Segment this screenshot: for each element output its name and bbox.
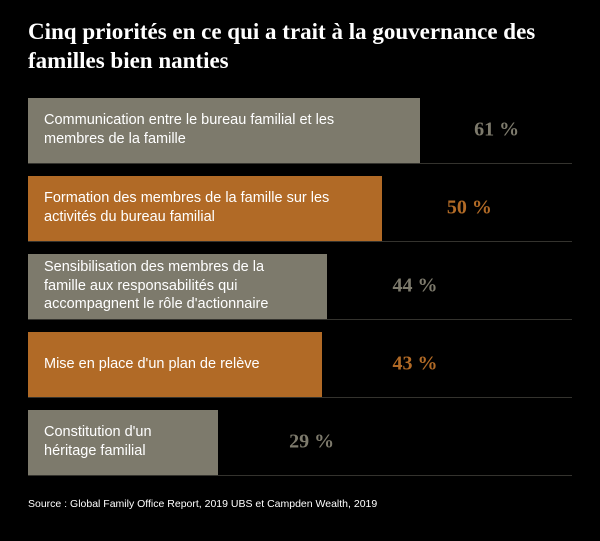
bar-value: 44 % (392, 275, 437, 298)
bar-label: Formation des membres de la famille sur … (44, 189, 344, 227)
bar-row: Mise en place d'un plan de relève 43 % (28, 332, 572, 398)
bar-chart: Communication entre le bureau familial e… (28, 98, 572, 476)
bar-label: Constitution d'un héritage familial (44, 423, 194, 461)
bar-fill: Constitution d'un héritage familial (28, 410, 218, 475)
bar-fill: Mise en place d'un plan de relève (28, 332, 322, 397)
bar-value: 50 % (447, 197, 492, 220)
bar-label: Sensibilisation des membres de la famill… (44, 258, 304, 315)
bar-row: Communication entre le bureau familial e… (28, 98, 572, 164)
bar-value: 43 % (392, 353, 437, 376)
bar-row: Formation des membres de la famille sur … (28, 176, 572, 242)
bar-value: 61 % (474, 119, 519, 142)
bar-value: 29 % (289, 431, 334, 454)
source-text: Source : Global Family Office Report, 20… (28, 498, 572, 510)
bar-fill: Formation des membres de la famille sur … (28, 176, 382, 241)
bar-label: Communication entre le bureau familial e… (44, 111, 344, 149)
chart-title: Cinq priorités en ce qui a trait à la go… (28, 18, 572, 76)
bar-fill: Communication entre le bureau familial e… (28, 98, 420, 163)
bar-label: Mise en place d'un plan de relève (44, 355, 260, 374)
bar-row: Constitution d'un héritage familial 29 % (28, 410, 572, 476)
bar-fill: Sensibilisation des membres de la famill… (28, 254, 327, 319)
bar-row: Sensibilisation des membres de la famill… (28, 254, 572, 320)
